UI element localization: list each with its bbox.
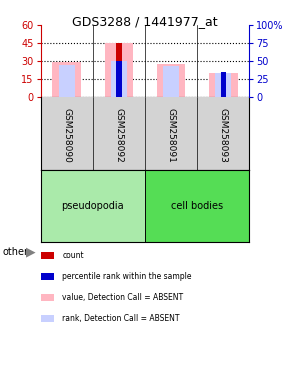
Text: GDS3288 / 1441977_at: GDS3288 / 1441977_at xyxy=(72,15,218,28)
Bar xyxy=(221,72,226,97)
Text: GSM258091: GSM258091 xyxy=(166,108,176,163)
Text: pseudopodia: pseudopodia xyxy=(61,201,124,211)
Text: GSM258090: GSM258090 xyxy=(62,108,71,163)
Bar xyxy=(145,170,249,242)
Text: GSM258092: GSM258092 xyxy=(114,108,124,163)
Text: rank, Detection Call = ABSENT: rank, Detection Call = ABSENT xyxy=(62,314,180,323)
Text: cell bodies: cell bodies xyxy=(171,201,223,211)
Text: other: other xyxy=(3,247,29,257)
Bar xyxy=(157,63,186,97)
Bar xyxy=(215,73,231,97)
Text: percentile rank within the sample: percentile rank within the sample xyxy=(62,272,192,281)
Bar xyxy=(116,43,122,97)
Bar xyxy=(221,77,226,97)
Bar xyxy=(163,66,179,97)
Bar xyxy=(52,62,81,97)
Text: count: count xyxy=(62,251,84,260)
Text: value, Detection Call = ABSENT: value, Detection Call = ABSENT xyxy=(62,293,184,302)
Bar xyxy=(41,170,145,242)
Text: ▶: ▶ xyxy=(26,245,35,258)
Bar xyxy=(104,43,133,97)
Bar xyxy=(111,61,127,97)
Bar xyxy=(209,73,238,97)
Text: GSM258093: GSM258093 xyxy=(219,108,228,163)
Bar xyxy=(116,61,122,97)
Bar xyxy=(59,65,75,97)
